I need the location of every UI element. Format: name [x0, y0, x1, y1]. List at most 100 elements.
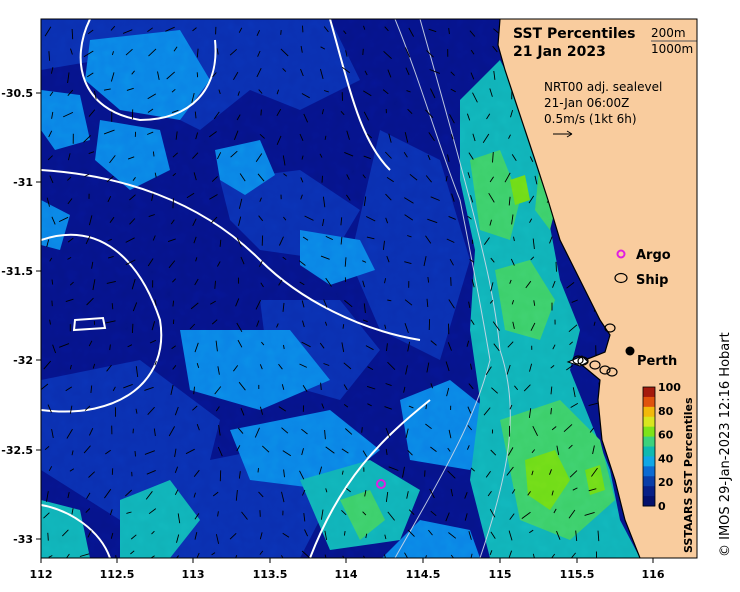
current-arrow	[483, 407, 491, 416]
current-arrow	[194, 278, 199, 286]
current-arrow	[428, 132, 435, 142]
current-arrow	[344, 300, 353, 308]
x-tick-label: 114.5	[406, 568, 441, 581]
y-tick-label: -30.5	[1, 87, 33, 100]
argo-legend-icon	[616, 249, 626, 259]
current-arrow	[509, 404, 513, 410]
current-arrow	[300, 177, 304, 183]
y-tick-label: -32	[13, 354, 33, 367]
current-arrow	[387, 361, 396, 371]
current-arrow	[132, 302, 138, 312]
current-arrow	[362, 260, 367, 263]
current-arrow	[170, 384, 174, 395]
current-arrow	[429, 69, 441, 74]
current-arrow	[450, 71, 455, 76]
current-arrow	[281, 427, 289, 434]
current-arrow	[345, 428, 353, 435]
current-arrow	[240, 408, 245, 416]
ship-legend-icon	[614, 272, 628, 284]
current-arrow	[428, 28, 437, 33]
imos-credit: © IMOS 29-Jan-2023 12:16 Hobart	[718, 332, 733, 557]
current-arrow	[196, 48, 199, 58]
colorbar-segment	[643, 456, 655, 467]
current-arrow	[319, 153, 323, 158]
current-arrow	[110, 532, 114, 539]
current-arrow	[402, 466, 405, 478]
current-arrow	[409, 173, 418, 181]
current-arrow	[514, 385, 519, 391]
current-arrow	[367, 403, 372, 407]
current-arrow	[84, 405, 91, 411]
current-arrow	[123, 383, 133, 389]
current-arrow	[192, 152, 199, 159]
current-arrow	[131, 278, 136, 290]
current-arrow	[51, 279, 54, 285]
current-arrow	[407, 449, 413, 456]
current-arrow	[592, 445, 595, 455]
current-arrow	[490, 257, 495, 263]
current-arrow	[192, 218, 197, 226]
current-arrow	[210, 216, 218, 224]
colorbar-frame	[642, 386, 656, 507]
current-arrow	[211, 176, 218, 182]
current-arrow	[51, 216, 56, 225]
current-arrow	[448, 299, 455, 309]
current-arrow	[470, 72, 475, 80]
current-arrow	[301, 550, 311, 558]
current-time-label: 21-Jan 06:00Z	[544, 96, 629, 110]
current-arrow	[88, 471, 96, 478]
current-arrow	[550, 408, 552, 415]
current-arrow	[449, 258, 454, 266]
current-arrow	[572, 387, 576, 398]
current-arrow	[506, 466, 514, 476]
current-arrow	[215, 340, 218, 352]
y-tick-label: -32.5	[1, 444, 33, 457]
current-arrow	[171, 88, 176, 93]
map-date: 21 Jan 2023	[513, 44, 606, 60]
current-arrow	[177, 513, 181, 524]
current-arrow	[362, 174, 366, 179]
current-arrow	[111, 51, 114, 56]
current-arrow	[384, 534, 387, 540]
current-arrow	[49, 319, 51, 325]
current-arrow	[282, 256, 287, 261]
current-arrow	[549, 469, 552, 475]
colorbar-segment	[643, 406, 655, 418]
current-arrow	[447, 447, 451, 452]
current-arrow	[186, 192, 195, 199]
colorbar-tick-label: 20	[658, 476, 674, 489]
current-arrow	[210, 300, 216, 305]
current-arrow	[259, 197, 262, 202]
current-arrow	[175, 555, 180, 558]
colorbar-segment	[643, 476, 655, 487]
current-arrow	[212, 72, 217, 78]
current-arrow	[238, 471, 241, 479]
current-arrow	[468, 301, 471, 308]
current-arrow	[67, 237, 74, 243]
current-arrow	[239, 173, 246, 182]
current-arrow	[218, 425, 221, 436]
current-arrow	[366, 133, 373, 139]
y-tick-label: -33	[13, 533, 33, 546]
current-arrow	[237, 339, 243, 348]
current-arrow	[363, 90, 372, 97]
current-arrow	[430, 196, 440, 201]
current-arrow	[238, 216, 242, 226]
current-arrow	[282, 302, 285, 312]
current-arrow	[194, 342, 199, 353]
current-arrow	[233, 71, 239, 81]
current-arrow	[236, 445, 241, 452]
current-arrow	[472, 133, 476, 142]
current-arrow	[508, 134, 511, 139]
current-arrow	[509, 279, 512, 284]
current-arrow	[362, 48, 364, 56]
current-arrow	[125, 48, 133, 56]
current-arrow	[568, 444, 573, 449]
current-arrow	[384, 151, 392, 159]
current-arrow	[237, 91, 240, 96]
current-arrow	[513, 236, 515, 242]
current-arrow	[405, 428, 409, 438]
current-arrow	[492, 151, 494, 163]
current-arrow	[196, 423, 200, 431]
current-arrow	[568, 324, 578, 333]
